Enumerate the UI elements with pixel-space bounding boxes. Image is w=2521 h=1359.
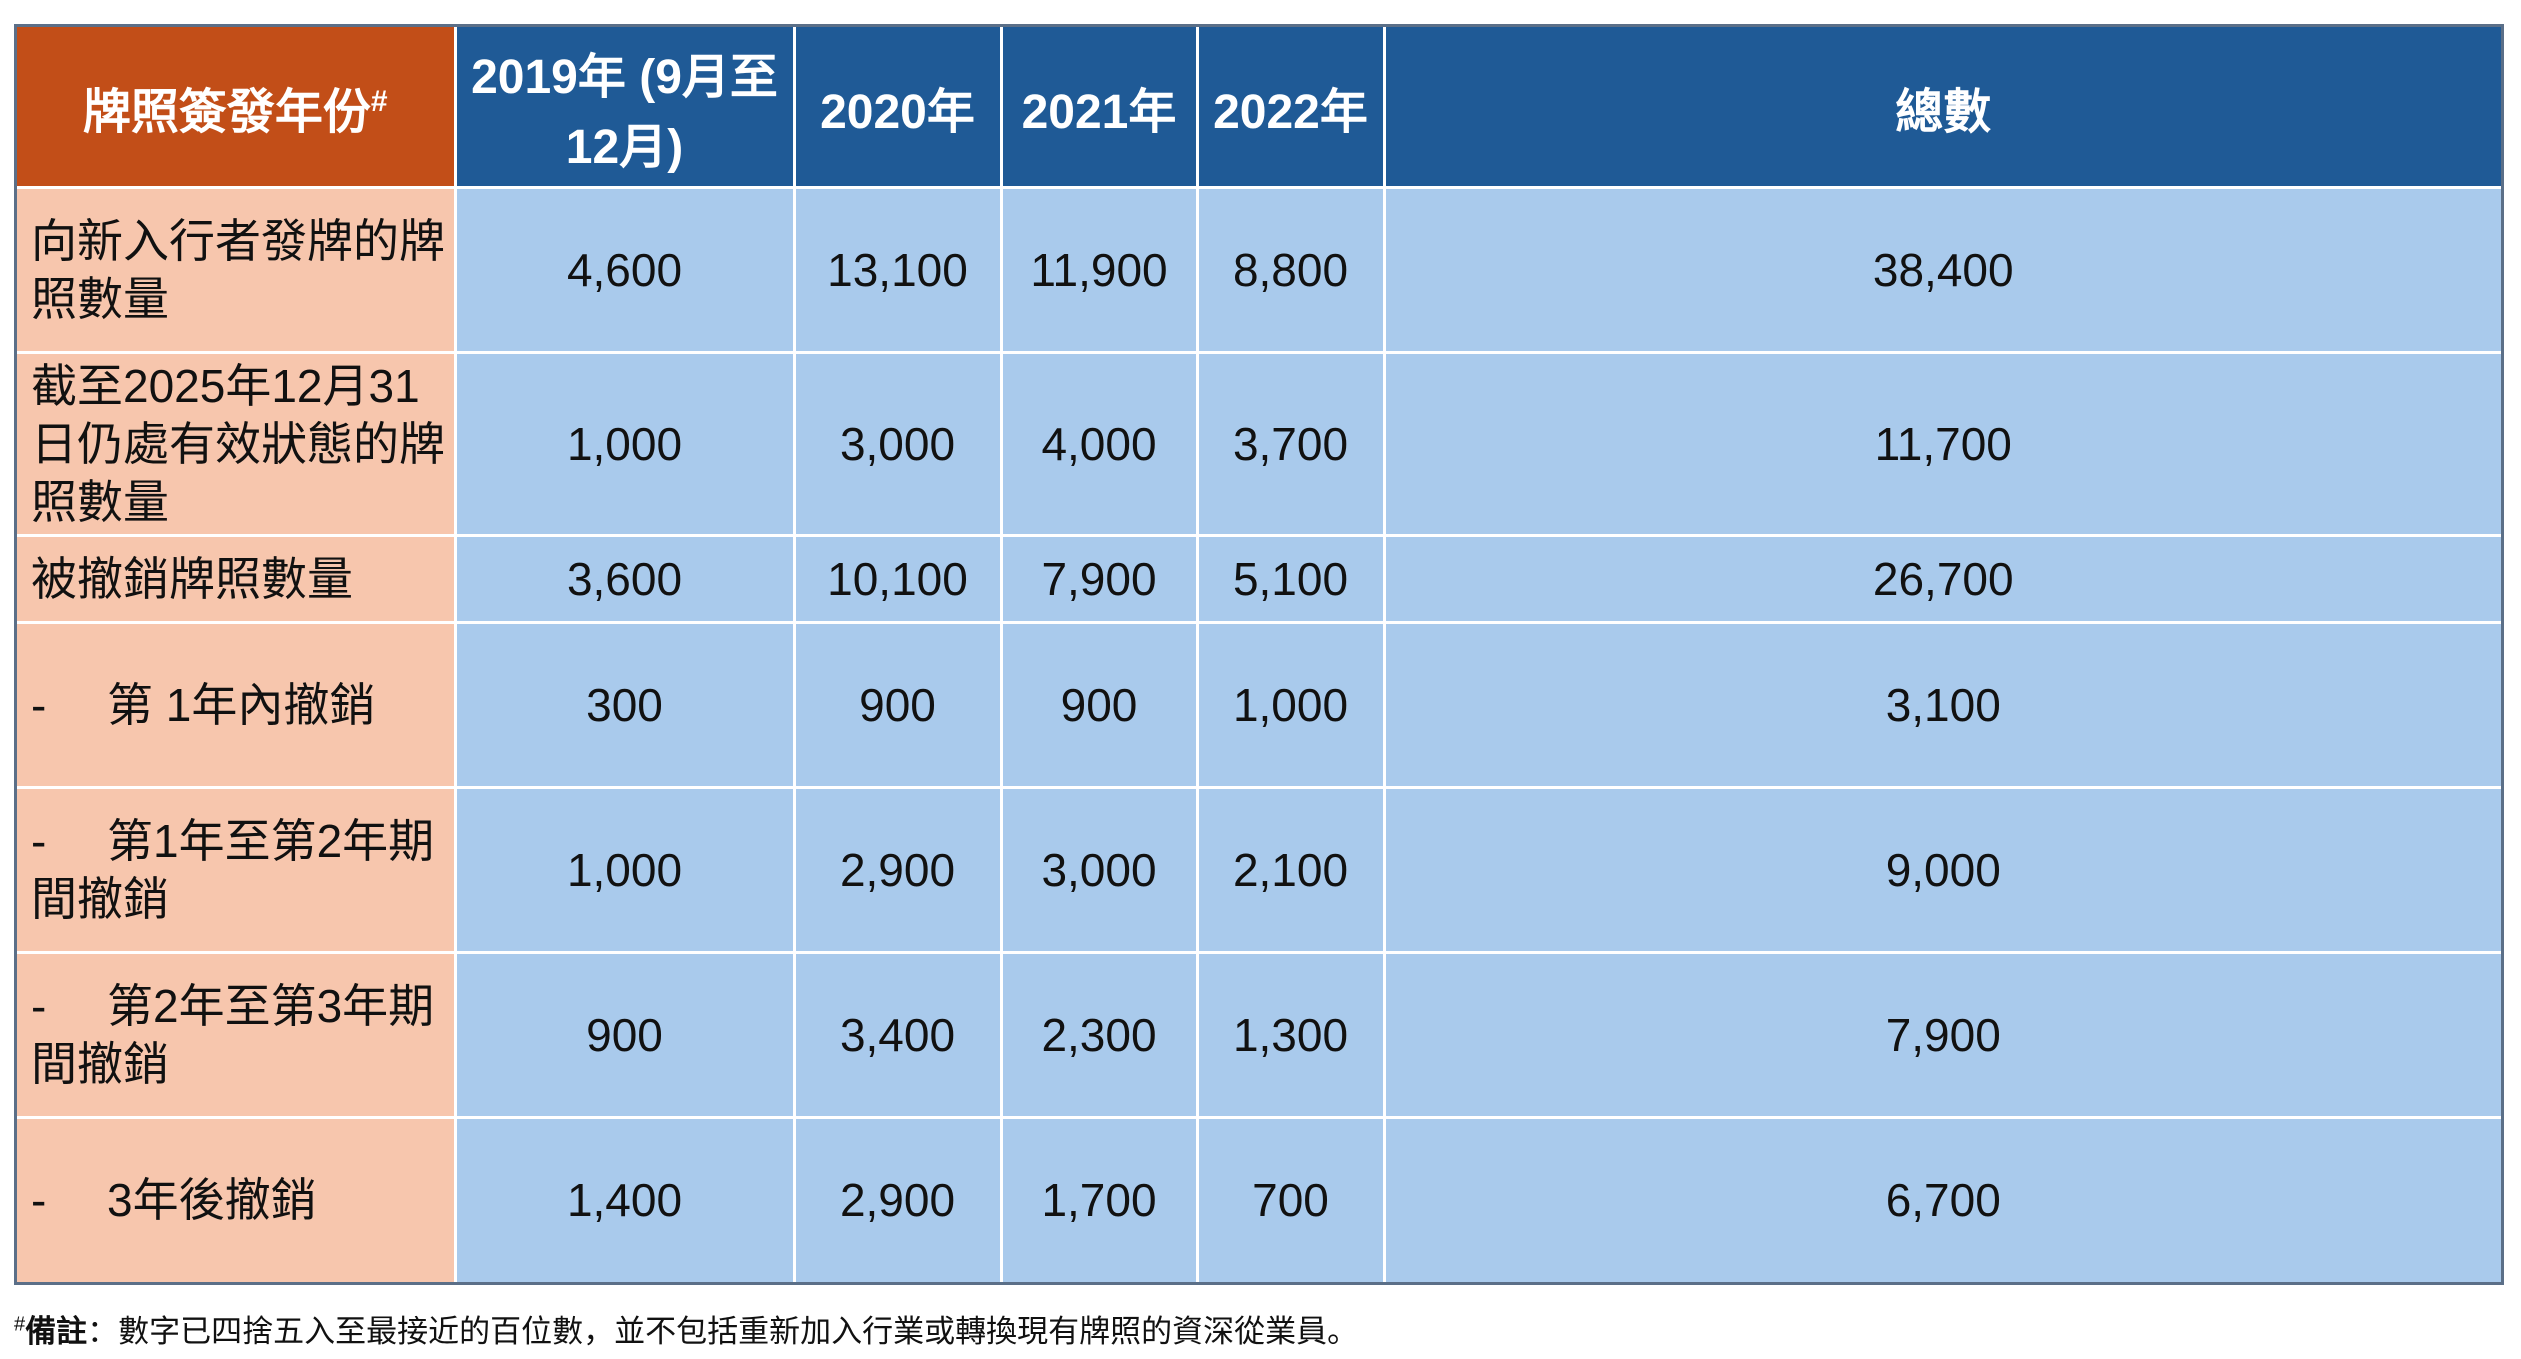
column-header-2022: 2022年 bbox=[1197, 27, 1386, 189]
table-row: 向新入行者發牌的牌照數量 4,600 13,100 11,900 8,800 38,400 bbox=[17, 187, 2501, 354]
value-cell-2019: 1,400 bbox=[455, 1117, 796, 1282]
corner-header-mark: # bbox=[370, 84, 388, 118]
row-label: 第1年至第2年期間撤銷 bbox=[31, 815, 435, 925]
value-cell-2022: 1,000 bbox=[1197, 622, 1386, 790]
value-cell-2020: 900 bbox=[794, 622, 1003, 790]
value-cell-total: 3,100 bbox=[1384, 622, 2501, 790]
footnote-title: 備註 bbox=[25, 1314, 88, 1349]
footnote-text: ：數字已四捨五入至最接近的百位數，並不包括重新加入行業或轉換現有牌照的資深從業員… bbox=[87, 1314, 1359, 1349]
table-row: 截至2025年12月31日仍處有效狀態的牌照數量 1,000 3,000 4,000 3… bbox=[17, 352, 2501, 538]
row-label: 向新入行者發牌的牌照數量 bbox=[31, 214, 445, 325]
value-cell-2019: 300 bbox=[455, 622, 796, 790]
table-row: - 第2年至第3年期間撤銷 900 3,400 2,300 1,300 7,900 bbox=[17, 952, 2501, 1119]
table-body: 向新入行者發牌的牌照數量 4,600 13,100 11,900 8,800 38,400… bbox=[17, 187, 2501, 1282]
license-statistics-table: 牌照簽發年份# 2019年 (9月至12月) 2020年 2021年 2022年… bbox=[17, 27, 2501, 1282]
value-cell-2020: 13,100 bbox=[794, 187, 1003, 354]
footnote: #備註：數字已四捨五入至最接近的百位數，並不包括重新加入行業或轉換現有牌照的資深… bbox=[14, 1306, 2504, 1351]
value-cell-2020: 3,400 bbox=[794, 952, 1003, 1119]
column-header-2020: 2020年 bbox=[794, 27, 1003, 189]
value-cell-2021: 2,300 bbox=[1001, 952, 1199, 1119]
value-cell-2021: 3,000 bbox=[1001, 787, 1199, 954]
value-cell-2022: 3,700 bbox=[1197, 352, 1386, 538]
value-cell-2021: 1,700 bbox=[1001, 1117, 1199, 1282]
row-label-cell: 向新入行者發牌的牌照數量 bbox=[17, 187, 457, 354]
header-row: 牌照簽發年份# 2019年 (9月至12月) 2020年 2021年 2022年… bbox=[17, 27, 2501, 189]
value-cell-2019: 1,000 bbox=[455, 787, 796, 954]
row-label-cell: - 第1年至第2年期間撤銷 bbox=[17, 787, 457, 954]
row-label: 3年後撤銷 bbox=[107, 1174, 317, 1227]
row-dash: - bbox=[31, 679, 47, 732]
value-cell-2019: 3,600 bbox=[455, 535, 796, 625]
value-cell-2021: 11,900 bbox=[1001, 187, 1199, 354]
value-cell-2022: 1,300 bbox=[1197, 952, 1386, 1119]
value-cell-total: 26,700 bbox=[1384, 535, 2501, 625]
row-label: 第 1年內撤銷 bbox=[107, 679, 376, 732]
value-cell-2020: 2,900 bbox=[794, 787, 1003, 954]
value-cell-2020: 10,100 bbox=[794, 535, 1003, 625]
row-dash: - bbox=[31, 1174, 47, 1227]
value-cell-total: 11,700 bbox=[1384, 352, 2501, 538]
table-row: - 第1年至第2年期間撤銷 1,000 2,900 3,000 2,100 9,000 bbox=[17, 787, 2501, 954]
value-cell-2022: 700 bbox=[1197, 1117, 1386, 1282]
column-header-total: 總數 bbox=[1384, 27, 2501, 189]
value-cell-2019: 1,000 bbox=[455, 352, 796, 538]
row-label-cell: 截至2025年12月31日仍處有效狀態的牌照數量 bbox=[17, 352, 457, 538]
value-cell-2021: 7,900 bbox=[1001, 535, 1199, 625]
value-cell-2021: 4,000 bbox=[1001, 352, 1199, 538]
row-label: 被撤銷牌照數量 bbox=[31, 553, 353, 606]
row-label-cell: - 3年後撤銷 bbox=[17, 1117, 457, 1282]
value-cell-2020: 2,900 bbox=[794, 1117, 1003, 1282]
row-label: 截至2025年12月31日仍處有效狀態的牌照數量 bbox=[31, 360, 445, 529]
table-row: 被撤銷牌照數量 3,600 10,100 7,900 5,100 26,700 bbox=[17, 535, 2501, 625]
value-cell-total: 6,700 bbox=[1384, 1117, 2501, 1282]
row-label-cell: - 第 1年內撤銷 bbox=[17, 622, 457, 790]
value-cell-total: 7,900 bbox=[1384, 952, 2501, 1119]
value-cell-total: 9,000 bbox=[1384, 787, 2501, 954]
value-cell-2019: 4,600 bbox=[455, 187, 796, 354]
value-cell-2022: 2,100 bbox=[1197, 787, 1386, 954]
row-label-cell: 被撤銷牌照數量 bbox=[17, 535, 457, 625]
value-cell-total: 38,400 bbox=[1384, 187, 2501, 354]
row-dash: - bbox=[31, 815, 47, 867]
value-cell-2022: 8,800 bbox=[1197, 187, 1386, 354]
row-label-cell: - 第2年至第3年期間撤銷 bbox=[17, 952, 457, 1119]
value-cell-2022: 5,100 bbox=[1197, 535, 1386, 625]
footnote-mark: # bbox=[14, 1313, 26, 1336]
value-cell-2019: 900 bbox=[455, 952, 796, 1119]
corner-header-text: 牌照簽發年份 bbox=[82, 85, 371, 139]
value-cell-2021: 900 bbox=[1001, 622, 1199, 790]
column-header-2021: 2021年 bbox=[1001, 27, 1199, 189]
table-row: - 3年後撤銷 1,400 2,900 1,700 700 6,700 bbox=[17, 1117, 2501, 1282]
row-label: 第2年至第3年期間撤銷 bbox=[31, 979, 435, 1090]
row-dash: - bbox=[31, 979, 47, 1032]
table-row: -第 1年內撤銷 300 900 900 1,000 3,100 bbox=[17, 622, 2501, 790]
column-header-2019: 2019年 (9月至12月) bbox=[455, 27, 796, 189]
value-cell-2020: 3,000 bbox=[794, 352, 1003, 538]
corner-header: 牌照簽發年份# bbox=[17, 27, 457, 189]
license-table-container: 牌照簽發年份# 2019年 (9月至12月) 2020年 2021年 2022年… bbox=[14, 24, 2504, 1285]
